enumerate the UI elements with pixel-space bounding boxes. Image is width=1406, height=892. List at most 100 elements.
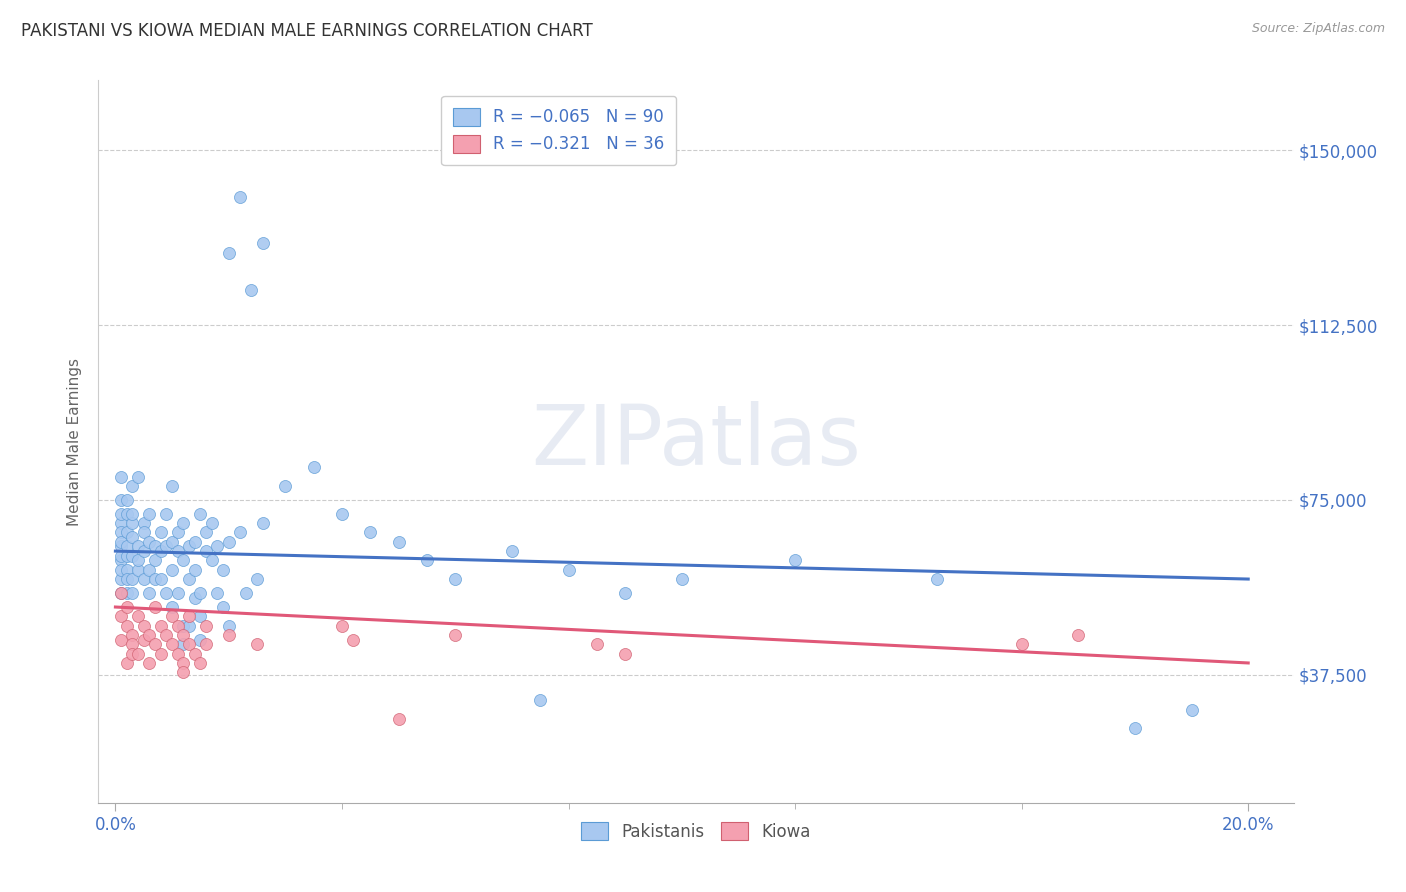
Point [195,618,218,632]
Point [218,618,240,632]
Point [218,245,240,260]
Point [115,507,138,521]
Point [330,507,353,521]
Point [172,665,194,680]
Point [138,534,160,549]
Point [155,540,177,554]
Point [143,637,166,651]
Point [1067,628,1090,642]
Point [160,563,183,577]
Point [190,609,212,624]
Point [160,534,183,549]
Point [388,712,411,726]
Point [160,609,183,624]
Point [127,469,149,483]
Point [115,600,138,615]
Point [121,549,143,563]
Point [127,609,149,624]
Point [166,647,188,661]
Point [1180,702,1202,716]
Point [121,516,143,530]
Point [783,553,806,567]
Point [444,628,467,642]
Point [252,516,274,530]
Point [110,609,132,624]
Point [172,656,194,670]
Point [121,586,143,600]
Point [172,516,194,530]
Point [149,544,172,558]
Point [115,563,138,577]
Point [127,553,149,567]
Point [177,540,200,554]
Point [201,553,224,567]
Point [132,618,155,632]
Point [155,628,177,642]
Point [138,563,160,577]
Point [172,553,194,567]
Point [143,540,166,554]
Point [190,632,212,647]
Point [110,632,132,647]
Point [132,516,155,530]
Point [138,656,160,670]
Point [121,507,143,521]
Point [110,549,132,563]
Point [143,572,166,586]
Text: Source: ZipAtlas.com: Source: ZipAtlas.com [1251,22,1385,36]
Point [183,591,205,605]
Point [149,525,172,540]
Point [166,618,188,632]
Point [177,618,200,632]
Point [143,600,166,615]
Point [110,553,132,567]
Point [212,600,235,615]
Point [1011,637,1033,651]
Point [501,544,523,558]
Point [177,637,200,651]
Point [557,563,579,577]
Point [229,525,252,540]
Point [132,544,155,558]
Point [195,525,218,540]
Point [149,572,172,586]
Point [110,572,132,586]
Point [240,283,263,297]
Point [190,507,212,521]
Point [127,647,149,661]
Point [121,628,143,642]
Point [121,530,143,544]
Point [207,540,229,554]
Point [177,609,200,624]
Point [160,600,183,615]
Point [110,507,132,521]
Point [110,563,132,577]
Point [132,572,155,586]
Point [195,637,218,651]
Point [252,236,274,251]
Point [132,632,155,647]
Point [925,572,948,586]
Point [155,586,177,600]
Point [127,540,149,554]
Point [166,586,188,600]
Point [160,479,183,493]
Point [110,525,132,540]
Point [302,460,325,475]
Point [121,572,143,586]
Point [246,572,269,586]
Point [115,656,138,670]
Point [115,586,138,600]
Point [110,492,132,507]
Point [172,628,194,642]
Point [218,628,240,642]
Point [172,618,194,632]
Point [115,618,138,632]
Point [115,492,138,507]
Point [274,479,297,493]
Point [115,549,138,563]
Point [529,693,551,707]
Point [330,618,353,632]
Point [149,647,172,661]
Point [149,618,172,632]
